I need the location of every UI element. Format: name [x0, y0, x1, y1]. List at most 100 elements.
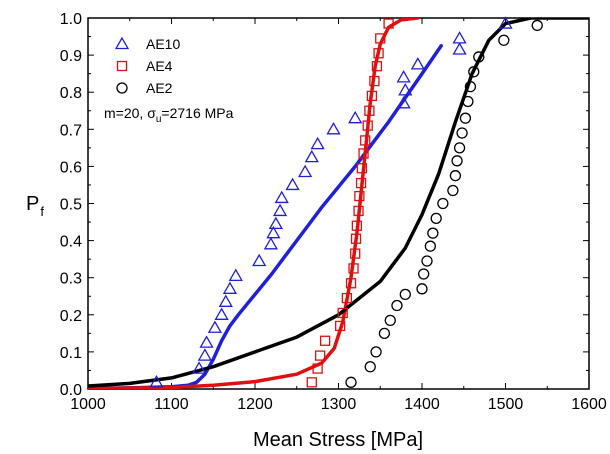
y-tick-label: 1.0 [60, 11, 82, 28]
x-tick-label: 1600 [571, 396, 607, 413]
y-tick-label: 0.7 [60, 122, 82, 139]
data-point-ae4 [371, 61, 383, 72]
y-tick-label: 0.1 [60, 345, 82, 362]
legend-marker-ae10 [114, 36, 130, 50]
data-point-ae10 [207, 320, 223, 333]
data-point-ae2 [498, 34, 510, 46]
data-point-ae10 [197, 348, 213, 361]
y-tick-label: 0.9 [60, 48, 82, 65]
data-point-ae2 [531, 19, 543, 32]
data-point-ae4 [350, 248, 361, 259]
data-point-ae4 [319, 335, 331, 346]
data-point-ae10 [452, 42, 467, 55]
data-point-ae4 [354, 190, 365, 202]
data-point-ae4 [312, 363, 323, 374]
data-point-ae10 [297, 164, 313, 178]
data-point-ae10 [268, 216, 283, 230]
annotation-prefix: m=20, σ [104, 105, 156, 121]
data-point-ae10 [310, 136, 325, 150]
x-tick-label: 1100 [154, 396, 189, 413]
data-point-ae4 [383, 18, 394, 29]
data-point-ae10 [396, 96, 411, 109]
data-point-ae4 [345, 278, 357, 289]
data-point-ae4 [360, 135, 371, 146]
data-point-ae4 [314, 350, 326, 361]
data-point-ae4 [358, 148, 369, 159]
data-point-ae4 [351, 220, 363, 231]
data-point-ae2 [424, 240, 437, 252]
x-tick-label: 1500 [488, 396, 524, 413]
data-point-ae2 [453, 142, 466, 154]
data-point-ae2 [473, 51, 485, 63]
data-point-ae4 [375, 33, 386, 44]
y-axis-title-sub: f [40, 204, 44, 219]
data-point-ae10 [398, 83, 413, 96]
data-point-ae10 [326, 121, 341, 135]
legend-marker-ae2 [116, 82, 128, 94]
data-point-ae2 [364, 361, 376, 373]
tick-labels: 1000 1100 1200 1300 1400 1500 1600 0.0 0.1 0.2 0.3… [60, 11, 607, 413]
x-tick-label: 1000 [70, 396, 106, 413]
data-point-ae2 [451, 155, 463, 167]
data-point-ae2 [370, 346, 382, 358]
data-point-ae4 [366, 90, 378, 102]
y-tick-label: 0.5 [60, 197, 82, 214]
data-point-ae4 [362, 120, 373, 131]
fit-curve-ae4 [88, 18, 420, 389]
data-point-ae2 [449, 170, 462, 182]
y-tick-label: 0.0 [60, 382, 82, 399]
data-point-ae10 [396, 70, 411, 83]
data-point-ae10 [149, 375, 164, 388]
data-point-ae4 [373, 48, 384, 59]
data-point-ae2 [464, 80, 477, 93]
data-point-ae2 [437, 197, 449, 210]
data-point-ae10 [228, 268, 243, 281]
data-point-ae10 [348, 110, 363, 124]
data-point-ae10 [285, 177, 300, 191]
data-point-ae10 [214, 307, 229, 320]
data-point-ae4 [355, 177, 367, 189]
data-point-ae10 [199, 335, 214, 348]
data-point-ae10 [252, 253, 267, 267]
data-point-ae10 [266, 225, 281, 239]
annotation-suffix: =2716 MPa [161, 105, 233, 121]
data-point-ae2 [421, 255, 433, 267]
data-point-ae4 [337, 307, 348, 319]
data-point-ae2 [430, 212, 442, 224]
legend-label-ae2: AE2 [146, 80, 173, 96]
axis-ticks [87, 17, 590, 390]
data-point-ae2 [399, 288, 411, 301]
data-point-ae4 [335, 320, 346, 332]
y-tick-label: 0.2 [60, 308, 82, 325]
data-point-ae2 [378, 327, 391, 340]
legend-marker-ae4 [116, 60, 128, 72]
data-point-ae4 [356, 163, 368, 174]
data-point-ae10 [274, 190, 289, 204]
data-point-ae10 [452, 31, 467, 44]
data-point-ae4 [350, 233, 362, 244]
data-point-ae2 [391, 299, 403, 312]
data-point-ae4 [369, 75, 380, 87]
data-point-ae10 [498, 16, 513, 29]
data-point-ae4 [353, 205, 364, 217]
fit-curves [88, 18, 589, 389]
data-point-ae4 [364, 105, 375, 116]
legend-label-ae4: AE4 [146, 58, 173, 74]
data-point-ae4 [341, 292, 353, 304]
y-axis-title-main: P [26, 193, 39, 215]
data-point-ae2 [345, 376, 357, 388]
annotation-sub: u [156, 114, 162, 125]
data-point-ae2 [418, 268, 430, 280]
data-markers [149, 16, 543, 388]
data-point-ae10 [218, 294, 233, 307]
data-point-ae10 [222, 281, 238, 294]
x-tick-label: 1400 [404, 396, 440, 413]
data-point-ae2 [427, 227, 439, 239]
legend-label-ae10: AE10 [146, 36, 180, 52]
fit-curve-ae10 [88, 44, 443, 389]
data-point-ae4 [348, 263, 359, 274]
x-tick-label: 1300 [321, 396, 357, 413]
data-point-ae10 [304, 149, 319, 163]
y-tick-label: 0.6 [60, 159, 82, 176]
